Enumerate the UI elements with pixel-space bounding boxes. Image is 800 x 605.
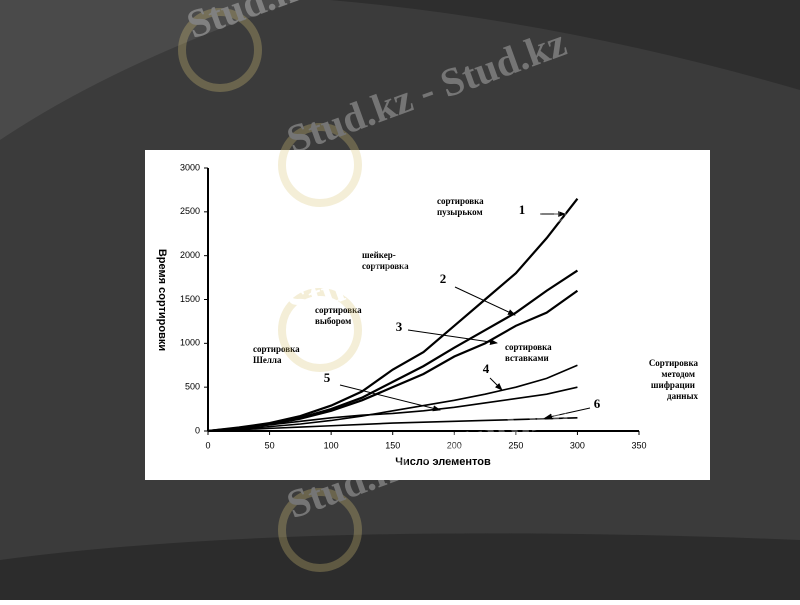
series-line [207,364,578,432]
annotation-arrow [489,377,503,391]
x-tick-label: 300 [570,440,585,450]
watermark-logo [178,8,262,92]
series-line [207,386,578,432]
annotation-arrow [544,407,591,420]
annotation: пузырьком [437,207,483,217]
x-axis-label: Число элементов [395,456,491,468]
background-shape [330,0,800,90]
annotation: сортировка [362,261,409,271]
annotation: сортировка [437,196,484,206]
annotation-arrow [407,329,498,345]
series-line [207,417,578,432]
y-tick-label: 2500 [180,206,200,216]
x-tick-label: 150 [385,440,400,450]
series-number: 1 [519,202,526,217]
x-tick-label: 50 [265,440,275,450]
annotation: данных [667,391,698,401]
series-number: 3 [396,319,403,334]
chart: 0 500 1000 1500 2000 2500 3000 0 50 100 150 200 250 3… [156,162,698,468]
x-tick-label: 350 [631,440,646,450]
annotation: шифрации [651,380,695,390]
annotation: Сортировка [649,358,699,368]
annotation: сортировка [253,344,300,354]
series-number: 4 [483,361,490,376]
watermark-logo [278,123,362,207]
annotation: сортировка [315,305,362,315]
annotation: Шелла [253,355,282,365]
annotation: методом [661,369,695,379]
y-tick-label: 0 [195,425,200,435]
y-tick-label: 3000 [180,162,200,172]
annotation: выбором [315,316,351,326]
x-tick-label: 250 [508,440,523,450]
series-number: 5 [324,370,331,385]
y-tick-label: 1500 [180,294,200,304]
annotation-arrow [339,384,441,412]
y-tick-label: 500 [185,382,200,392]
y-tick-label: 2000 [180,250,200,260]
background-shape [0,533,800,600]
annotation: сортировка [505,342,552,352]
annotation: шейкер- [362,250,396,260]
x-tick-label: 0 [205,440,210,450]
annotation-arrow [454,286,516,316]
series-number: 6 [594,396,601,411]
watermark-logo [278,488,362,572]
y-axis-label: Время сортировки [156,249,168,351]
series-number: 2 [440,271,447,286]
chart-panel [145,150,710,480]
y-tick-label: 1000 [180,338,200,348]
x-tick-label: 200 [447,440,462,450]
annotation: вставками [505,353,549,363]
x-tick-label: 100 [324,440,339,450]
watermark-logo [278,288,362,372]
background-shape [0,0,300,140]
